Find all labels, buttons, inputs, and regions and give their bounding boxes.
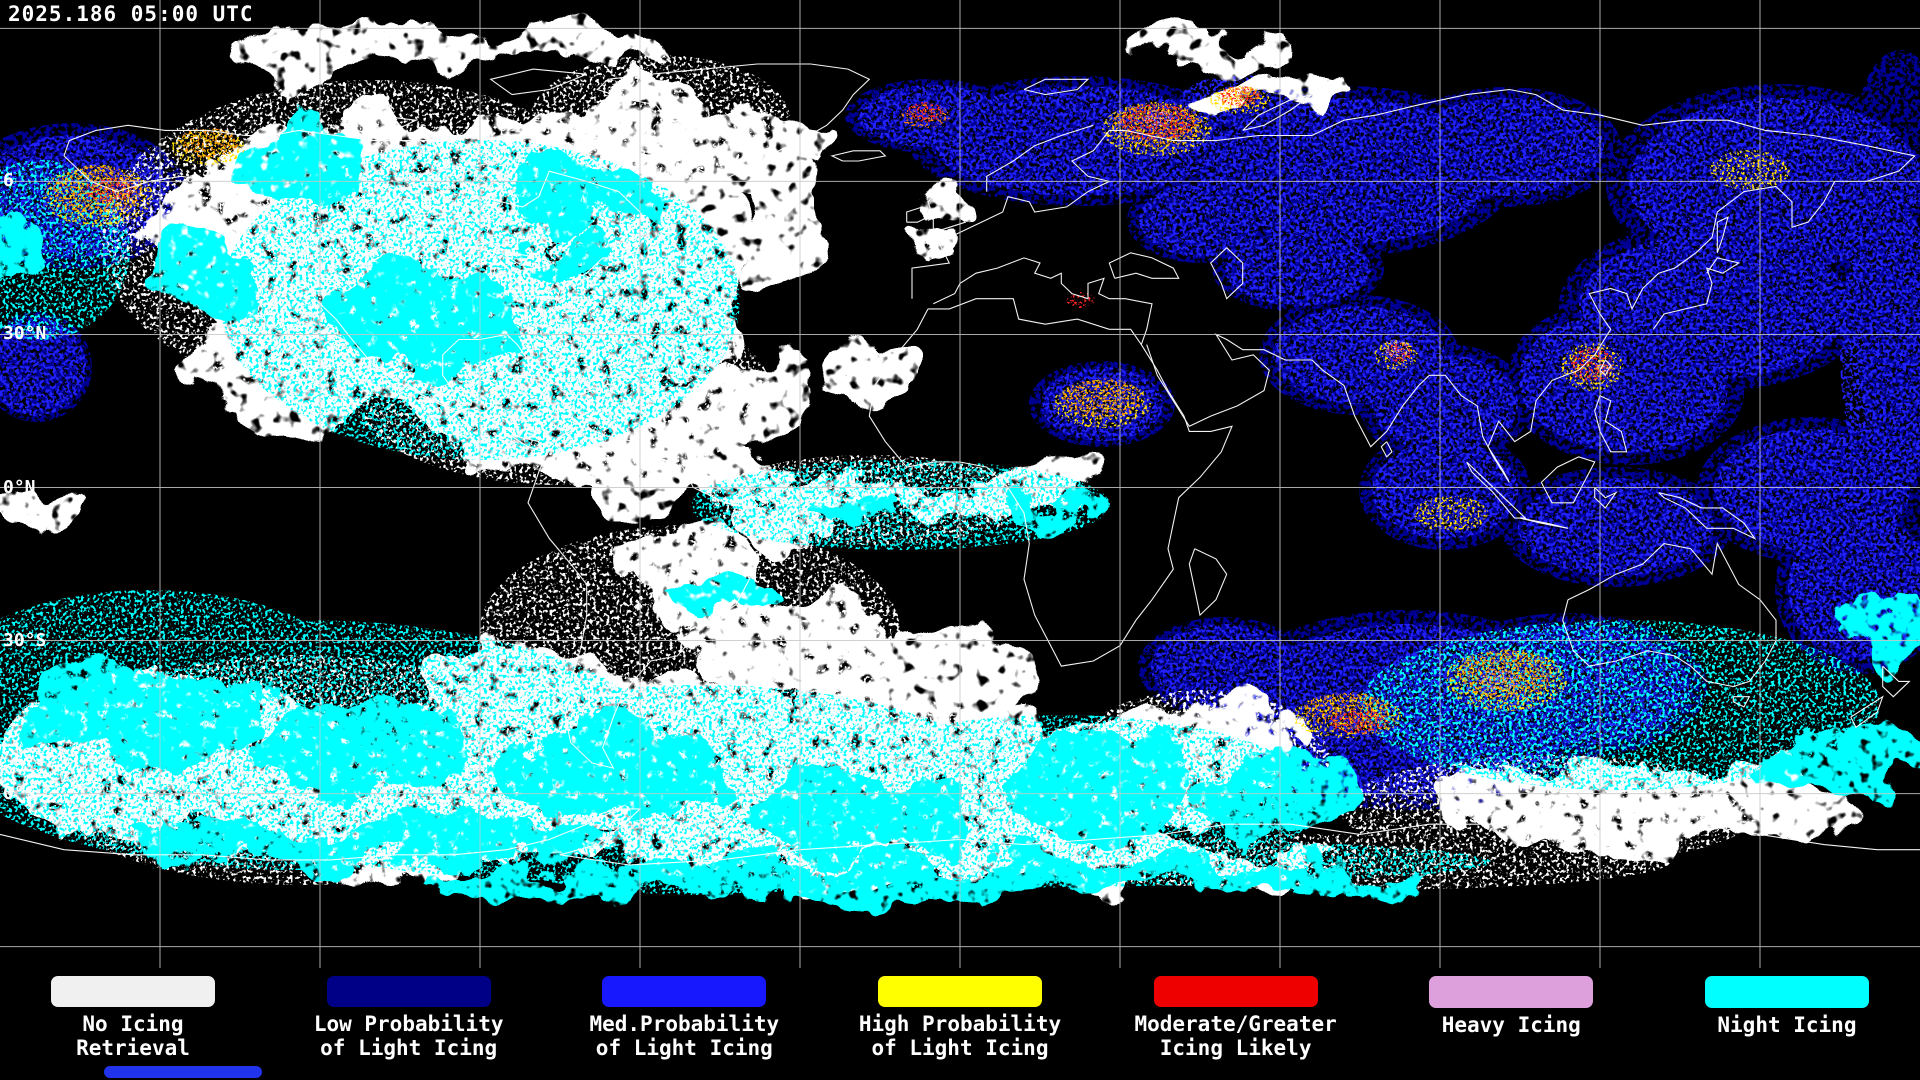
legend-label-night-icing: Night Icing (1717, 1013, 1857, 1037)
layer-moderate-icing-speckle (86, 86, 1614, 734)
world-icing-map (0, 0, 1920, 968)
timestamp: 2025.186 05:00 UTC (8, 2, 254, 26)
legend-item-med-prob: Med.Probability of Light Icing (561, 976, 807, 1060)
legend-swatch-mod-greater (1153, 976, 1318, 1007)
lat-label: 30°S (3, 629, 47, 651)
graticule (0, 0, 1920, 968)
legend-swatch-low-prob (326, 976, 491, 1007)
legend-item-no-icing: No Icing Retrieval (10, 976, 256, 1060)
legend-item-low-prob: Low Probability of Light Icing (286, 976, 532, 1060)
legend-swatch-night-icing (1704, 976, 1869, 1008)
legend-item-night-icing: Night Icing (1664, 976, 1910, 1060)
scrollbar-thumb-horizontal[interactable] (104, 1066, 262, 1078)
legend-label-mod-greater: Moderate/Greater Icing Likely (1134, 1012, 1337, 1060)
legend: No Icing Retrieval Low Probability of Light… (0, 968, 1920, 1060)
lat-label: 0°N (3, 476, 36, 498)
legend-label-high-prob: High Probability of Light Icing (858, 1012, 1062, 1060)
legend-item-high-prob: High Probability of Light Icing (837, 976, 1083, 1060)
lat-label: 6 (3, 170, 14, 192)
legend-item-heavy-icing: Heavy Icing (1388, 976, 1634, 1060)
legend-swatch-no-icing (51, 976, 215, 1007)
legend-swatch-high-prob (877, 976, 1042, 1007)
coastlines (0, 63, 1920, 866)
legend-label-low-prob: Low Probability of Light Icing (313, 1012, 504, 1060)
legend-swatch-med-prob (602, 976, 767, 1007)
legend-label-med-prob: Med.Probability of Light Icing (589, 1012, 780, 1060)
legend-label-no-icing: No Icing Retrieval (76, 1012, 190, 1060)
layer-night-icing-clouds (0, 128, 1920, 896)
lat-label: 0°S (3, 782, 36, 804)
legend-item-mod-greater: Moderate/Greater Icing Likely (1113, 976, 1359, 1060)
lat-label: 30°N (3, 323, 47, 345)
legend-swatch-heavy-icing (1429, 976, 1594, 1008)
legend-label-heavy-icing: Heavy Icing (1441, 1013, 1581, 1037)
